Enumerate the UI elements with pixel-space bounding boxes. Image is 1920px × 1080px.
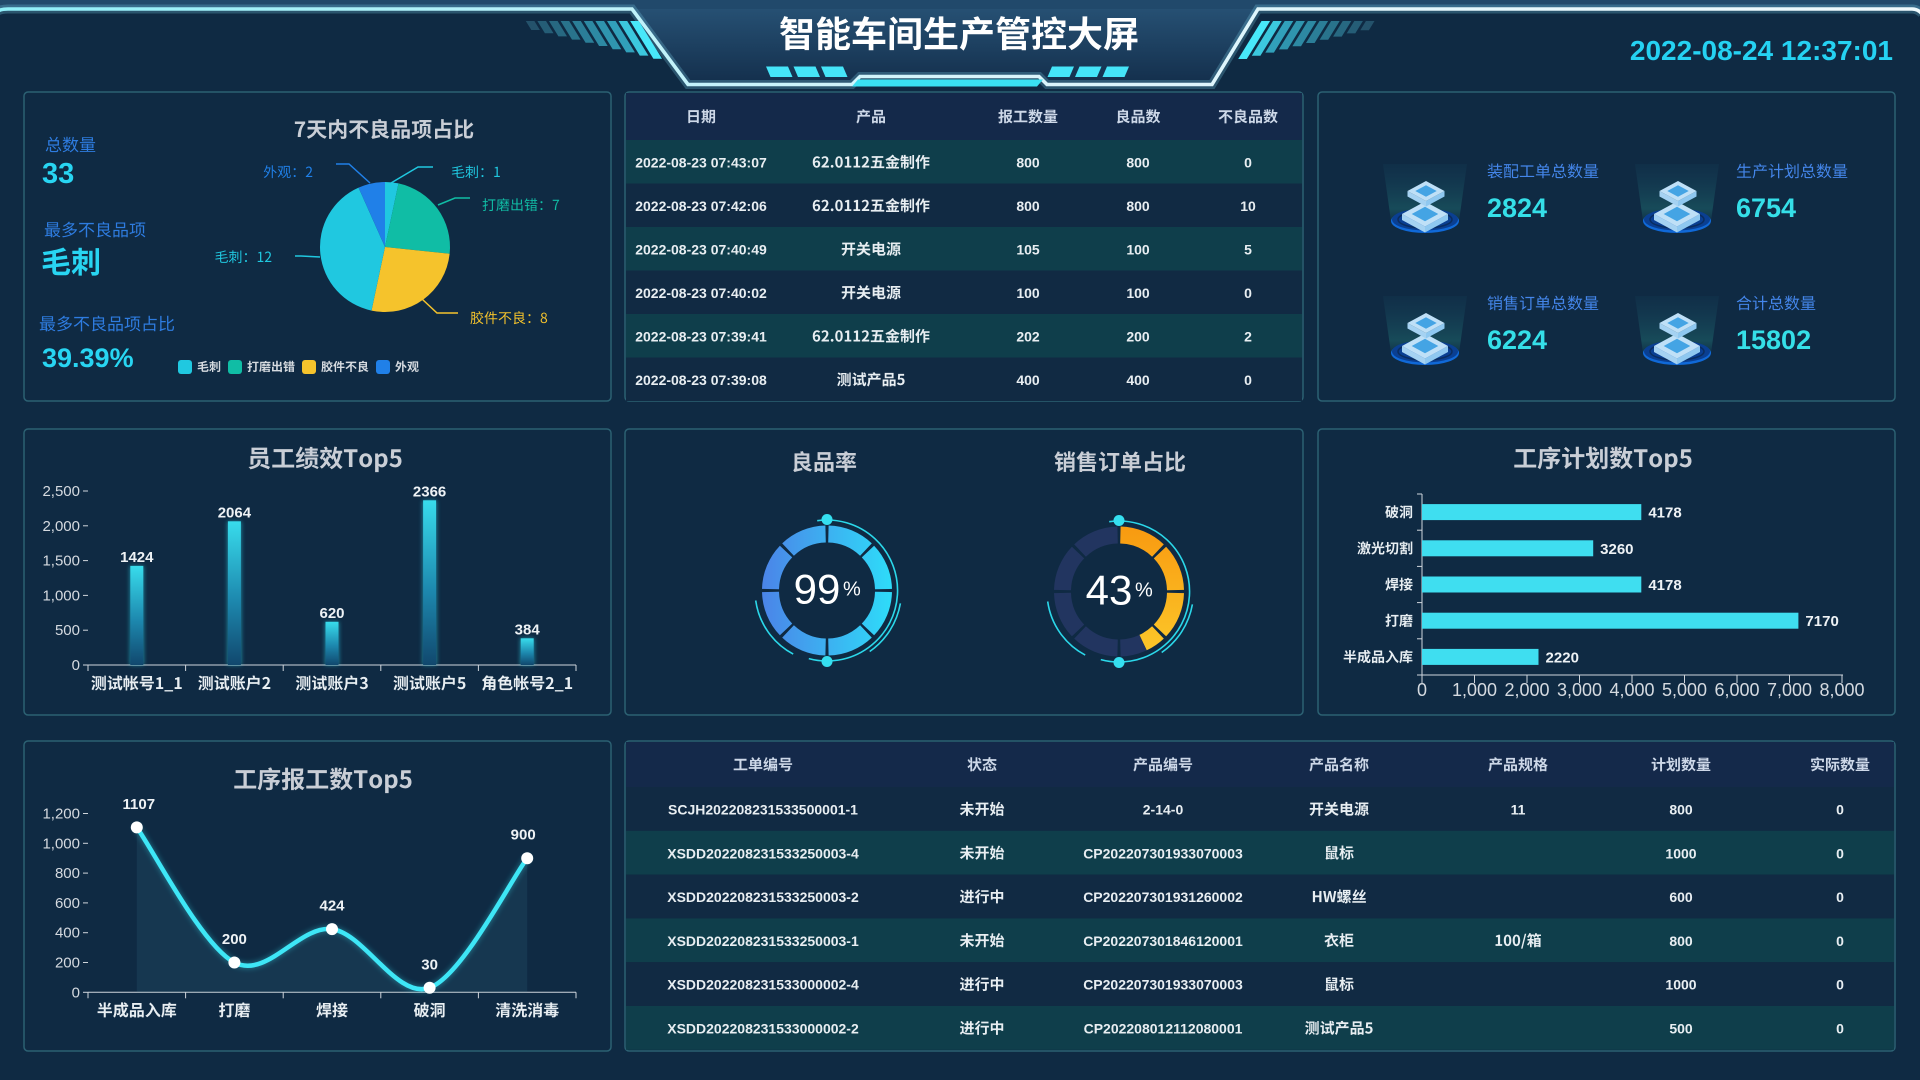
svg-text:384: 384 (515, 621, 541, 638)
svg-text:2022-08-24 12:37:01: 2022-08-24 12:37:01 (1630, 35, 1893, 66)
svg-text:XSDD202208231533250003-2: XSDD202208231533250003-2 (667, 889, 859, 905)
svg-text:0: 0 (1836, 933, 1844, 949)
svg-text:1000: 1000 (1665, 977, 1696, 993)
svg-text:1107: 1107 (123, 796, 156, 813)
svg-text:2064: 2064 (218, 504, 252, 521)
svg-text:202: 202 (1016, 329, 1040, 345)
svg-text:3,000: 3,000 (1557, 680, 1602, 700)
svg-text:CP202207301931260002: CP202207301931260002 (1083, 889, 1243, 905)
svg-text:400: 400 (55, 925, 80, 942)
svg-text:800: 800 (1669, 933, 1693, 949)
svg-text:1,000: 1,000 (1452, 680, 1497, 700)
svg-text:0: 0 (72, 657, 80, 674)
svg-text:424: 424 (319, 898, 345, 915)
svg-text:10: 10 (1240, 198, 1256, 214)
svg-text:200: 200 (222, 931, 247, 948)
svg-text:CP202207301933070003: CP202207301933070003 (1083, 845, 1243, 861)
svg-text:2,000: 2,000 (42, 518, 80, 535)
svg-text:1,000: 1,000 (42, 835, 80, 852)
svg-text:CP202207301933070003: CP202207301933070003 (1083, 977, 1243, 993)
svg-text:0: 0 (1417, 680, 1427, 700)
svg-text:15802: 15802 (1736, 325, 1811, 355)
svg-text:%: % (1135, 580, 1153, 602)
svg-text:99: 99 (794, 566, 841, 613)
svg-text:2022-08-23 07:40:49: 2022-08-23 07:40:49 (635, 242, 767, 258)
svg-text:2: 2 (1244, 329, 1252, 345)
svg-text:2022-08-23 07:40:02: 2022-08-23 07:40:02 (635, 285, 767, 301)
svg-text:0: 0 (1244, 372, 1252, 388)
svg-text:6754: 6754 (1736, 193, 1796, 223)
svg-text:2366: 2366 (413, 483, 446, 500)
svg-text:620: 620 (319, 605, 344, 622)
svg-text:500: 500 (1669, 1021, 1693, 1037)
svg-text:1,200: 1,200 (42, 806, 80, 823)
svg-text:5: 5 (1244, 242, 1252, 258)
svg-text:0: 0 (1836, 845, 1844, 861)
svg-text:0: 0 (72, 984, 80, 1001)
svg-text:2022-08-23 07:39:08: 2022-08-23 07:39:08 (635, 372, 767, 388)
svg-text:1424: 1424 (120, 549, 154, 566)
svg-text:100: 100 (1126, 285, 1150, 301)
svg-text:8,000: 8,000 (1819, 680, 1864, 700)
svg-text:4178: 4178 (1648, 577, 1681, 594)
svg-text:XSDD202208231533000002-4: XSDD202208231533000002-4 (667, 977, 859, 993)
svg-text:3260: 3260 (1600, 541, 1633, 558)
svg-text:800: 800 (1016, 198, 1040, 214)
svg-text:5,000: 5,000 (1662, 680, 1707, 700)
svg-text:XSDD202208231533000002-2: XSDD202208231533000002-2 (667, 1021, 859, 1037)
svg-text:6224: 6224 (1487, 325, 1547, 355)
svg-text:2,000: 2,000 (1504, 680, 1549, 700)
svg-text:0: 0 (1244, 155, 1252, 171)
svg-text:800: 800 (55, 865, 80, 882)
svg-text:4,000: 4,000 (1609, 680, 1654, 700)
svg-text:6,000: 6,000 (1714, 680, 1759, 700)
svg-text:XSDD202208231533250003-4: XSDD202208231533250003-4 (667, 845, 859, 861)
svg-text:2-14-0: 2-14-0 (1143, 802, 1184, 818)
svg-text:1000: 1000 (1665, 845, 1696, 861)
svg-text:CP202207301846120001: CP202207301846120001 (1083, 933, 1243, 949)
svg-text:0: 0 (1836, 1021, 1844, 1037)
svg-text:200: 200 (55, 955, 80, 972)
svg-text:11: 11 (1511, 802, 1526, 818)
svg-text:400: 400 (1016, 372, 1040, 388)
svg-text:105: 105 (1016, 242, 1040, 258)
svg-text:2,500: 2,500 (42, 483, 80, 500)
svg-text:100: 100 (1016, 285, 1040, 301)
svg-text:CP202208012112080001: CP202208012112080001 (1084, 1021, 1243, 1037)
svg-text:39.39%: 39.39% (42, 343, 134, 373)
svg-text:0: 0 (1836, 977, 1844, 993)
svg-text:2022-08-23 07:39:41: 2022-08-23 07:39:41 (635, 329, 767, 345)
svg-text:4178: 4178 (1648, 505, 1681, 522)
svg-text:%: % (843, 579, 861, 601)
svg-text:900: 900 (511, 827, 536, 844)
svg-text:600: 600 (55, 895, 80, 912)
svg-text:800: 800 (1126, 198, 1150, 214)
svg-text:30: 30 (421, 956, 438, 973)
svg-text:7170: 7170 (1805, 613, 1838, 630)
svg-text:200: 200 (1126, 329, 1150, 345)
svg-text:800: 800 (1126, 155, 1150, 171)
svg-text:2824: 2824 (1487, 193, 1547, 223)
svg-text:800: 800 (1669, 802, 1693, 818)
svg-text:33: 33 (42, 158, 74, 190)
svg-text:100: 100 (1126, 242, 1150, 258)
svg-text:2022-08-23 07:43:07: 2022-08-23 07:43:07 (635, 155, 767, 171)
svg-text:800: 800 (1016, 155, 1040, 171)
svg-text:2220: 2220 (1546, 649, 1579, 666)
svg-text:2022-08-23 07:42:06: 2022-08-23 07:42:06 (635, 198, 767, 214)
svg-text:1,000: 1,000 (42, 587, 80, 604)
svg-text:1,500: 1,500 (42, 553, 80, 570)
svg-text:43: 43 (1086, 567, 1133, 614)
svg-text:XSDD202208231533250003-1: XSDD202208231533250003-1 (667, 933, 859, 949)
svg-text:SCJH202208231533500001-1: SCJH202208231533500001-1 (668, 802, 858, 818)
svg-text:500: 500 (55, 622, 80, 639)
svg-text:0: 0 (1836, 802, 1844, 818)
svg-text:400: 400 (1126, 372, 1150, 388)
svg-text:0: 0 (1836, 889, 1844, 905)
svg-text:600: 600 (1669, 889, 1693, 905)
svg-text:7,000: 7,000 (1767, 680, 1812, 700)
svg-text:0: 0 (1244, 285, 1252, 301)
